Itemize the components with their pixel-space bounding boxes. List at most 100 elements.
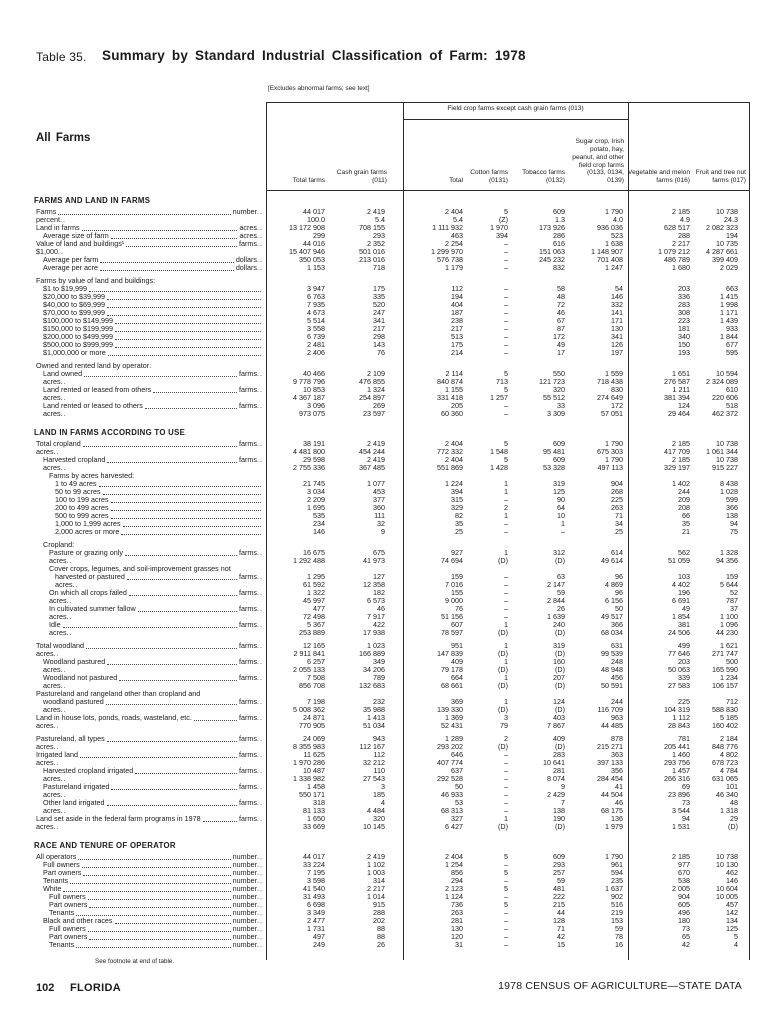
cell: 205 441 <box>664 742 690 751</box>
row-unit: number <box>233 869 263 877</box>
dot-leader <box>106 293 261 300</box>
cell: 95 481 <box>543 447 565 456</box>
cell: 125 <box>726 924 738 933</box>
cell: 284 454 <box>597 774 623 783</box>
row-label-cell: Tenants number <box>34 877 266 885</box>
cell: 220 606 <box>712 393 738 402</box>
row-label-cell: Full owners number <box>34 893 266 901</box>
cell: 607 <box>451 620 463 629</box>
cell: (D) <box>498 705 508 714</box>
table-row: Land rented or leased to others farms 3 09… <box>34 402 750 410</box>
cell: 366 <box>611 620 623 629</box>
cell: 5 185 <box>720 713 738 722</box>
cell: 254 897 <box>359 393 385 402</box>
table-row: Average size of farm acres 299 293 463 394 286… <box>34 232 750 240</box>
row-label-cell: $150,000 to $199,999 <box>34 325 266 333</box>
cell: 15 <box>557 940 565 949</box>
table-row: Land in house lots, ponds, roads, wastel… <box>34 714 750 722</box>
row-label-cell: $500,000 to $999,999 <box>34 341 266 349</box>
cell: 339 <box>678 673 690 682</box>
cell: 340 <box>678 332 690 341</box>
cell: 7 935 <box>307 300 325 309</box>
table-row: $200,000 to $499,999 6 739 298 513 – 172 341 34… <box>34 333 750 341</box>
cell: 45 997 <box>303 596 325 605</box>
row-label: Black and other races <box>43 917 113 925</box>
cell: 294 <box>451 876 463 885</box>
table-row: acres 856 708 132 683 68 661 (D) (D) 50 591 27 … <box>34 682 750 690</box>
cell: 106 157 <box>712 681 738 690</box>
scope-label-all-farms: All Farms <box>36 132 91 144</box>
cell: 1 458 <box>307 782 325 791</box>
cell: 146 <box>611 292 623 301</box>
cell: 50 <box>455 782 463 791</box>
row-label-cell: Harvested cropland farms <box>34 456 266 464</box>
cell: 257 <box>553 868 565 877</box>
cell: 73 <box>682 924 690 933</box>
cell: 5 <box>504 884 508 893</box>
dot-leader <box>105 698 238 705</box>
dot-leader <box>81 224 238 231</box>
row-unit: farms <box>239 815 263 823</box>
cell: 41 <box>615 782 623 791</box>
cell: 46 933 <box>441 790 463 799</box>
cell: 1 <box>504 814 508 823</box>
row-label-cell: All operators number <box>34 853 266 861</box>
row-label: $40,000 to $69,999 <box>43 301 105 309</box>
cell: 5 <box>504 439 508 448</box>
cell: 381 <box>678 620 690 629</box>
cell: 219 <box>611 908 623 917</box>
cell: 1 254 <box>445 860 463 869</box>
cell: 4 367 187 <box>293 393 325 402</box>
cell: 292 528 <box>437 774 463 783</box>
cell: – <box>504 332 508 341</box>
table-row: acres 2 911 841 166 889 147 839 (D) (D) 99 539… <box>34 650 750 658</box>
row-unit: acres <box>49 597 73 605</box>
cell: 6 573 <box>367 596 385 605</box>
cell: 28 843 <box>668 721 690 730</box>
cell: 1 <box>504 641 508 650</box>
cell: 1 179 <box>445 263 463 272</box>
row-label-cell: acres <box>34 650 266 658</box>
row-label-cell: 100 to 199 acres <box>34 496 266 504</box>
cell: 1 428 <box>490 463 508 472</box>
cell: 349 <box>373 657 385 666</box>
cell: 217 <box>373 324 385 333</box>
table-row: 50 to 99 acres 3 034 453 394 1 125 268 244 1 028 <box>34 488 750 496</box>
cell: 90 <box>557 495 565 504</box>
cell: 973 075 <box>299 409 325 418</box>
cell: 203 <box>678 657 690 666</box>
cell: 281 <box>451 916 463 925</box>
row-label: Average per acre <box>43 264 99 272</box>
dot-leader <box>100 256 234 263</box>
cell: 961 <box>611 860 623 869</box>
cell: – <box>504 924 508 933</box>
cell: 185 <box>373 790 385 799</box>
cell: 609 <box>553 207 565 216</box>
cell: 2 755 336 <box>293 463 325 472</box>
cell: 48 <box>557 292 565 301</box>
cell: 103 <box>678 572 690 581</box>
cell: 1 <box>504 487 508 496</box>
cell: 159 <box>726 572 738 581</box>
cell: 10 738 <box>716 439 738 448</box>
row-unit: number <box>233 901 263 909</box>
cell: 147 839 <box>437 649 463 658</box>
row-label: Part owners <box>49 933 88 941</box>
dot-leader <box>62 621 238 628</box>
row-unit: number <box>233 941 263 949</box>
row-unit: farms <box>239 735 263 743</box>
cell: 1 148 907 <box>591 247 623 256</box>
row-unit: acres <box>43 394 67 402</box>
dot-leader <box>63 885 231 892</box>
dot-leader <box>111 783 238 790</box>
row-label: Irrigated land <box>36 751 78 759</box>
table-left-rule <box>266 102 267 960</box>
cell: 281 <box>553 766 565 775</box>
cell: 41 973 <box>363 556 385 565</box>
cell: (D) <box>555 742 565 751</box>
cell: 53 328 <box>543 463 565 472</box>
table-row: Total woodland farms 12 165 1 023 951 1 319 631… <box>34 642 750 650</box>
cell: 27 583 <box>668 681 690 690</box>
cell: 915 227 <box>712 463 738 472</box>
cell: 288 <box>373 908 385 917</box>
